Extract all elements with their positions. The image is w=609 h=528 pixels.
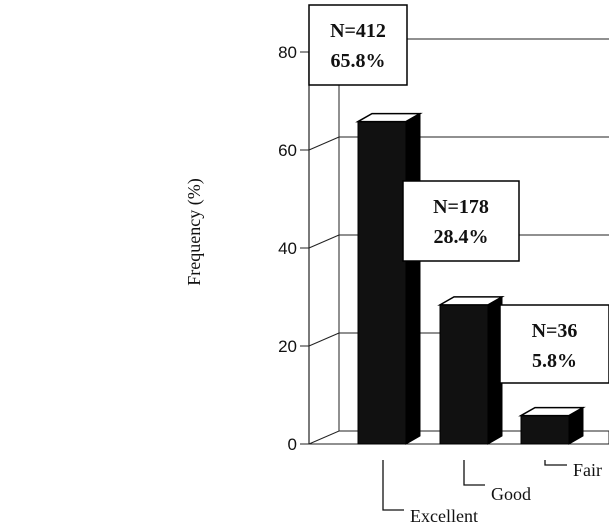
y-tick-label: 0 xyxy=(288,435,297,454)
gridline-side xyxy=(308,136,340,151)
x-category-excellent: Excellent xyxy=(382,460,478,526)
data-label-percent: 28.4% xyxy=(434,226,489,248)
data-label-percent: 5.8% xyxy=(532,350,577,372)
bar-front xyxy=(357,121,407,445)
axis-layer: 0 20 40 60 80 Excellent Good Fair xyxy=(278,43,602,526)
category-leader-line xyxy=(463,460,485,486)
data-label-count: N=36 xyxy=(532,320,578,342)
gridline-side xyxy=(308,234,340,249)
data-label-box xyxy=(499,304,609,384)
data-label-count: N=178 xyxy=(433,196,489,218)
category-leader-line xyxy=(544,460,567,466)
data-label-good: N=178 28.4% xyxy=(402,180,520,262)
category-leader-line xyxy=(382,460,404,511)
data-label-box xyxy=(308,4,408,86)
x-category-label: Fair xyxy=(573,460,602,480)
gridline-side xyxy=(308,332,340,347)
y-tick-label: 80 xyxy=(278,43,297,62)
x-category-good: Good xyxy=(463,460,531,504)
data-label-fair: N=36 5.8% xyxy=(499,304,609,384)
x-category-label: Excellent xyxy=(410,506,478,526)
bar-side xyxy=(487,295,503,445)
bar-side xyxy=(405,112,421,445)
x-category-fair: Fair xyxy=(544,460,602,480)
data-label-excellent: N=412 65.8% xyxy=(308,4,408,86)
bar-front xyxy=(439,304,489,445)
data-label-percent: 65.8% xyxy=(331,50,386,72)
y-tick-label: 40 xyxy=(278,239,297,258)
bar-layer xyxy=(355,112,586,445)
bar-good xyxy=(437,295,505,445)
y-tick-label: 60 xyxy=(278,141,297,160)
bar-fair xyxy=(518,406,586,445)
x-category-label: Good xyxy=(491,484,531,504)
bar-front xyxy=(520,415,570,445)
data-label-count: N=412 xyxy=(330,20,386,42)
bar-excellent xyxy=(355,112,423,445)
label-layer: N=412 65.8% N=178 28.4% N=36 5.8% xyxy=(308,4,609,384)
y-axis-label: Frequency (%) xyxy=(184,178,205,285)
data-label-box xyxy=(402,180,520,262)
floor-plane xyxy=(308,430,609,445)
y-tick-label: 20 xyxy=(278,337,297,356)
bar-side xyxy=(568,406,584,445)
